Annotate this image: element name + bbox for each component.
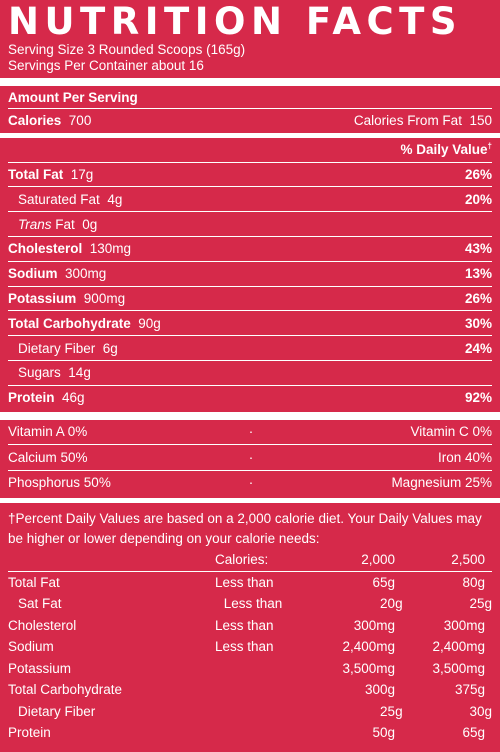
divider xyxy=(8,335,492,337)
serving-size: Serving Size 3 Rounded Scoops (165g) xyxy=(8,42,246,57)
nutrient-total-carbohydrate: Total Carbohydrate 90g 30% xyxy=(8,315,492,331)
calories-value: 700 xyxy=(68,113,92,129)
calories-from-fat-value: 150 xyxy=(469,113,492,129)
daily-value-table: Calories: 2,000 2,500 Total Fat Less than 65… xyxy=(8,549,492,744)
vitamin-row: Phosphorus 50% · Magnesium 25% xyxy=(8,475,492,491)
divider xyxy=(8,469,492,471)
nutrient-total-fat: Total Fat 17g 26% xyxy=(8,166,492,182)
divider xyxy=(8,570,492,572)
calories-row: Calories 700 Calories From Fat 150 xyxy=(8,109,492,133)
nutrient-sugars: Sugars 14g xyxy=(18,365,91,381)
panel-title: NUTRITION FACTS xyxy=(8,0,463,43)
table-row: Protein 50g 65g xyxy=(8,725,485,741)
servings-per-container: Servings Per Container about 16 xyxy=(8,58,204,73)
table-row: Total Fat Less than 65g 80g xyxy=(8,574,485,590)
divider xyxy=(8,359,492,361)
calories-label: Calories xyxy=(8,113,62,129)
table-row: Total Carbohydrate 300g 375g xyxy=(8,682,485,698)
divider xyxy=(8,235,492,237)
nutrient-list: Total Fat 17g 26% Saturated Fat 4g 20% Tra… xyxy=(8,163,492,410)
nutrient-trans-fat: Trans Fat 0g xyxy=(18,216,98,232)
nutrient-potassium: Potassium 900mg 26% xyxy=(8,290,492,306)
vitamin-list: Vitamin A 0% · Vitamin C 0% Calcium 50% · Ir… xyxy=(8,420,492,496)
nutrient-protein: Protein 46g 92% xyxy=(8,390,492,406)
table-row: Sat Fat Less than 20g 25g xyxy=(18,596,493,612)
divider xyxy=(8,260,492,262)
amount-per-serving: Amount Per Serving xyxy=(8,89,138,105)
medium-divider xyxy=(0,132,500,138)
nutrient-dietary-fiber: Dietary Fiber 6g 24% xyxy=(18,340,492,356)
calories-from-fat-label: Calories From Fat xyxy=(353,113,462,129)
table-row: Sodium Less than 2,400mg 2,400mg xyxy=(8,639,485,655)
footnote: †Percent Daily Values are based on a 2,0… xyxy=(8,511,482,547)
nutrient-cholesterol: Cholesterol 130mg 43% xyxy=(8,241,492,257)
vitamin-row: Vitamin A 0% · Vitamin C 0% xyxy=(8,424,492,440)
daily-value-header: % Daily Value† xyxy=(400,141,493,158)
thick-divider xyxy=(0,78,500,86)
divider xyxy=(8,444,492,446)
divider xyxy=(8,161,492,163)
medium-divider xyxy=(0,498,500,504)
divider xyxy=(8,211,492,213)
vitamin-row: Calcium 50% · Iron 40% xyxy=(8,449,492,465)
divider xyxy=(8,186,492,188)
divider xyxy=(8,384,492,386)
divider xyxy=(8,285,492,287)
nutrient-sodium: Sodium 300mg 13% xyxy=(8,266,492,282)
daily-value-table-header: Calories: 2,000 2,500 xyxy=(215,552,485,568)
table-row: Potassium 3,500mg 3,500mg xyxy=(8,660,485,676)
nutrient-saturated-fat: Saturated Fat 4g 20% xyxy=(18,191,492,207)
table-row: Dietary Fiber 25g 30g xyxy=(18,703,493,719)
divider xyxy=(8,310,492,312)
divider xyxy=(8,108,492,109)
thick-divider xyxy=(0,411,500,420)
table-row: Cholesterol Less than 300mg 300mg xyxy=(8,617,485,633)
